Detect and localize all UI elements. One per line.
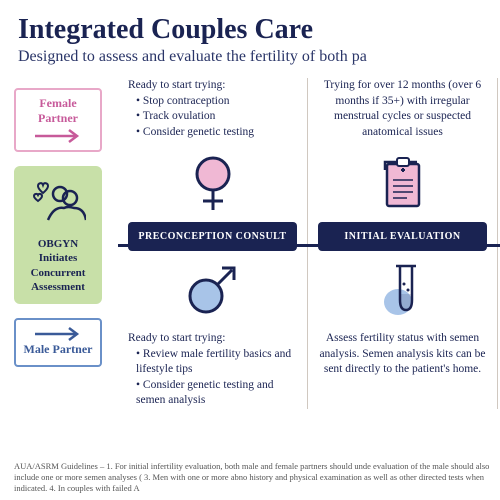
stage2-female-text: Trying for over 12 months (over 6 months… — [318, 78, 487, 150]
stage2-male-text: Assess fertility status with semen analy… — [318, 323, 487, 378]
stage1-male-text: Ready to start trying: Review male ferti… — [128, 323, 297, 409]
male-symbol-icon — [186, 262, 240, 316]
arrow-right-icon — [33, 128, 83, 144]
female-symbol-icon — [189, 154, 237, 214]
content-area: Female Partner OBGYN Initiates Concurren… — [0, 78, 500, 409]
test-tube-icon — [382, 260, 424, 318]
female-label: Female Partner — [20, 96, 96, 126]
left-column: Female Partner OBGYN Initiates Concurren… — [14, 78, 106, 409]
footnote-text: AUA/ASRM Guidelines – 1. For initial inf… — [14, 461, 500, 494]
female-partner-box: Female Partner — [14, 88, 102, 152]
arrow-right-icon — [33, 326, 83, 342]
obgyn-box: OBGYN Initiates Concurrent Assessment — [14, 166, 102, 304]
stages-area: Ready to start trying: Stop contraceptio… — [106, 78, 500, 409]
timeline-line — [118, 244, 500, 247]
obgyn-label: OBGYN Initiates Concurrent Assessment — [20, 237, 96, 294]
stage1-female-text: Ready to start trying: Stop contraceptio… — [128, 78, 297, 150]
page-title: Integrated Couples Care — [0, 0, 500, 48]
male-partner-box: Male Partner — [14, 318, 102, 367]
page-subtitle: Designed to assess and evaluate the fert… — [0, 48, 500, 78]
clipboard-icon — [379, 156, 427, 212]
couple-hearts-icon — [30, 176, 86, 226]
male-label: Male Partner — [20, 342, 96, 357]
